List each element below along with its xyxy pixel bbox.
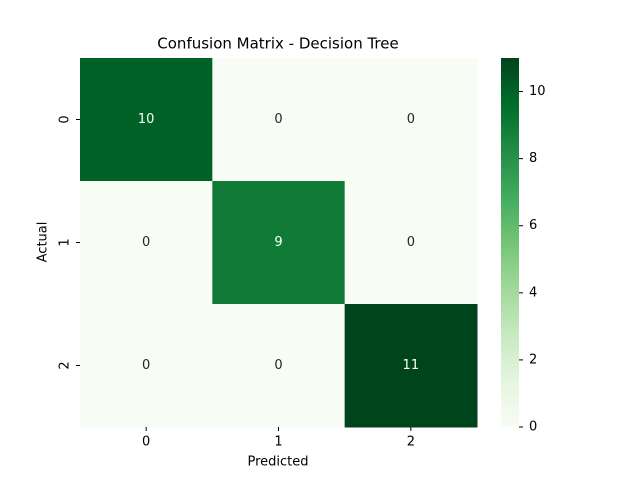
colorbar-tick-label: 2	[529, 352, 537, 367]
cell-label: 0	[274, 358, 282, 373]
heatmap-cell	[344, 181, 478, 305]
x-tick-label: 0	[142, 435, 150, 450]
cell-label: 0	[274, 112, 282, 127]
colorbar-tick-label: 6	[529, 218, 537, 233]
y-tick-label: 0	[58, 115, 73, 123]
chart-title: Confusion Matrix - Decision Tree	[157, 35, 398, 53]
colorbar-tick-label: 4	[529, 285, 537, 300]
heatmap-cell	[212, 58, 346, 182]
heatmap-cell	[344, 58, 478, 182]
heatmap-cell	[212, 181, 346, 305]
colorbar	[501, 58, 519, 427]
x-tick-label: 1	[274, 435, 282, 450]
cell-label: 10	[138, 112, 155, 127]
cell-label: 9	[274, 235, 282, 250]
cell-label: 0	[142, 235, 150, 250]
heatmap-cell	[80, 181, 213, 305]
x-axis-label: Predicted	[247, 455, 308, 470]
heatmap-cell	[212, 304, 346, 428]
cell-label: 0	[142, 358, 150, 373]
heatmap-cell	[80, 304, 213, 428]
x-tick-label: 2	[407, 435, 415, 450]
y-tick-label: 2	[58, 361, 73, 369]
cell-label: 11	[403, 358, 420, 373]
y-tick-label: 1	[58, 238, 73, 246]
cell-label: 0	[407, 112, 415, 127]
heatmap-cell	[344, 304, 478, 428]
colorbar-tick-label: 0	[529, 420, 537, 435]
y-axis-label: Actual	[36, 222, 51, 263]
colorbar-tick-label: 10	[529, 84, 546, 99]
cell-label: 0	[407, 235, 415, 250]
heatmap-cell	[80, 58, 213, 182]
colorbar-tick-label: 8	[529, 151, 537, 166]
